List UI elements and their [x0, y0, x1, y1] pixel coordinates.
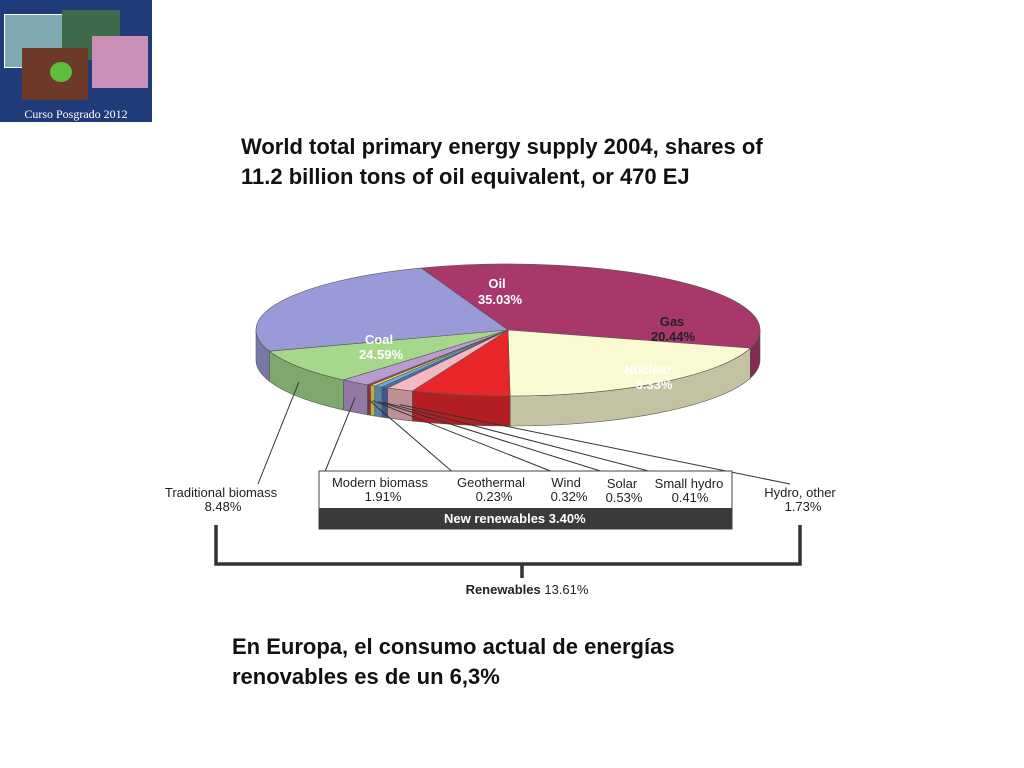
new-renewables-bar — [319, 508, 732, 529]
renewables-value: 13.61% — [544, 582, 589, 597]
renewables-name: Renewables — [466, 582, 541, 597]
pie-side-nuclear — [411, 390, 511, 427]
leader-line-solar — [378, 401, 611, 475]
pie-slice-coal — [255, 267, 509, 352]
slice-label-coal: Coal — [365, 332, 393, 347]
new-renewables-value: 3.40% — [549, 511, 586, 526]
label-modern-biomass: Modern biomass — [332, 475, 429, 490]
slide-note: En Europa, el consumo actual de energías… — [232, 634, 675, 689]
pie-slice-oil — [420, 263, 761, 349]
leader-line-traditional-biomass — [257, 381, 300, 485]
pie-labels: Oil 35.03% Gas 20.44% Coal 24.59% Nuclea… — [359, 276, 696, 392]
slice-label-oil: Oil — [488, 276, 505, 291]
slice-value-gas: 20.44% — [651, 329, 696, 344]
slice-label-nuclear: Nuclear — [624, 362, 672, 377]
label-solar: Solar — [607, 476, 638, 491]
new-renewables-label: New renewables 3.40% — [444, 511, 586, 526]
slice-value-coal: 24.59% — [359, 347, 404, 362]
value-hydro-other: 1.73% — [785, 499, 822, 514]
renewables-label: Renewables 13.61% — [466, 582, 589, 597]
pie-slice-gas — [507, 329, 752, 397]
label-small-hydro: Small hydro — [655, 476, 724, 491]
new-renewables-name: New renewables — [444, 511, 545, 526]
pie-side-modern-biomass — [343, 379, 368, 416]
value-wind: 0.32% — [551, 489, 588, 504]
logo-cluster-image — [50, 62, 72, 82]
pie-sides — [255, 329, 761, 427]
slice-label-gas: Gas — [660, 314, 685, 329]
pie-tops — [255, 263, 761, 397]
leader-line-geothermal — [368, 399, 456, 475]
leader-line-modern-biomass — [323, 397, 356, 475]
leader-line-wind — [372, 400, 559, 475]
course-logo: Curso Posgrado 2012 — [0, 0, 152, 122]
value-small-hydro: 0.41% — [672, 490, 709, 505]
pie-slice-traditional-biomass — [268, 329, 509, 381]
leader-line-small-hydro — [384, 402, 661, 475]
logo-lab-image — [92, 36, 148, 88]
label-wind: Wind — [551, 475, 581, 490]
slice-value-oil: 35.03% — [478, 292, 523, 307]
value-solar: 0.53% — [606, 490, 643, 505]
slice-value-nuclear: 6.33% — [636, 377, 673, 392]
renewables-bracket — [214, 525, 802, 578]
label-hydro-other: Hydro, other — [764, 485, 836, 500]
label-geothermal: Geothermal — [457, 475, 525, 490]
slide-title: World total primary energy supply 2004, … — [241, 134, 763, 189]
label-traditional-biomass: Traditional biomass — [165, 485, 278, 500]
value-modern-biomass: 1.91% — [365, 489, 402, 504]
category-labels: Traditional biomass 8.48% Modern biomass… — [165, 475, 837, 514]
logo-caption: Curso Posgrado 2012 — [24, 107, 128, 121]
value-geothermal: 0.23% — [476, 489, 513, 504]
value-traditional-biomass: 8.48% — [205, 499, 242, 514]
